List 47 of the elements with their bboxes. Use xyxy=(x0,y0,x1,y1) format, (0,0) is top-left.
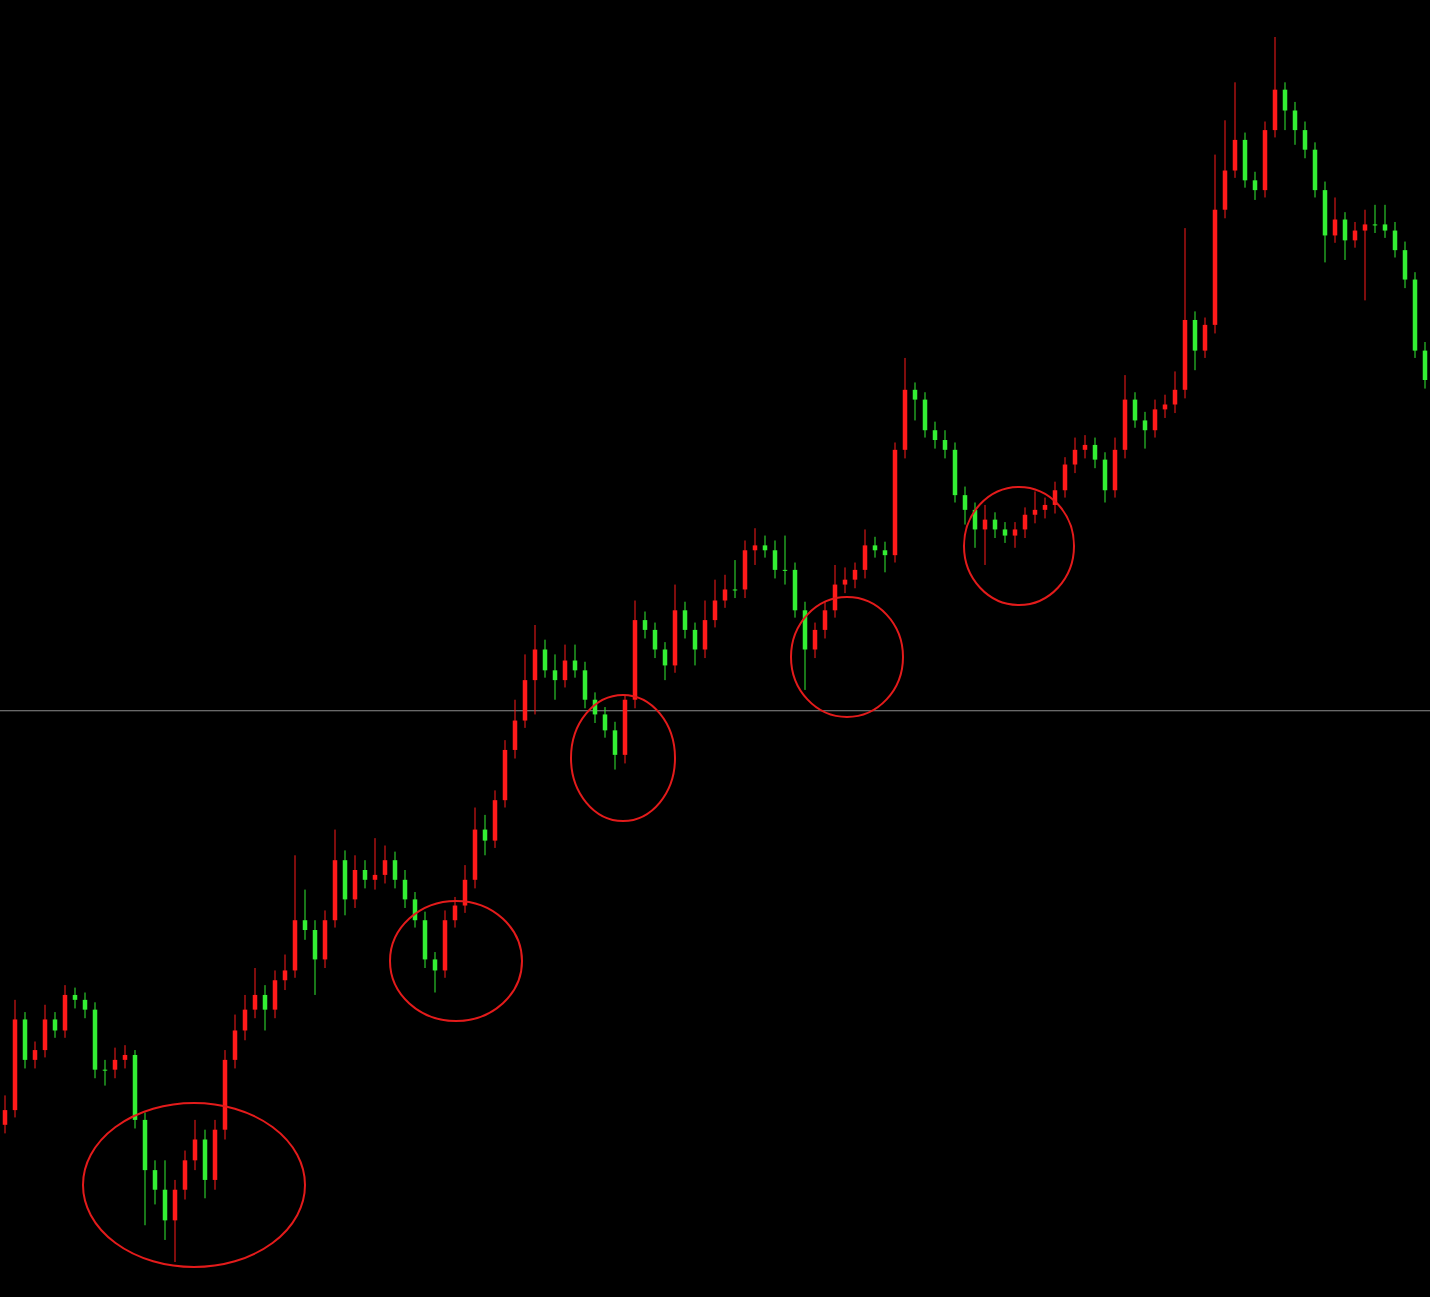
candlestick xyxy=(652,622,658,659)
candlestick xyxy=(262,984,268,1031)
candlestick xyxy=(122,1044,128,1069)
candlestick xyxy=(1382,204,1388,239)
candlestick xyxy=(962,486,968,526)
candlestick xyxy=(812,622,818,659)
candlestick xyxy=(882,541,888,573)
candlestick xyxy=(1032,490,1038,524)
candlestick xyxy=(872,536,878,559)
candlestick xyxy=(302,889,308,941)
candlestick xyxy=(32,1041,38,1069)
candlestick xyxy=(552,653,558,701)
candlestick xyxy=(692,622,698,666)
candlestick xyxy=(392,851,398,889)
candlestick xyxy=(362,859,368,889)
candlestick xyxy=(1012,521,1018,549)
candlestick xyxy=(252,967,258,1019)
candlestick xyxy=(912,381,918,421)
candlestick xyxy=(1302,121,1308,159)
candlestick xyxy=(642,611,648,639)
candlestick xyxy=(72,987,78,1009)
candlestick xyxy=(112,1047,118,1079)
candlestick xyxy=(752,527,758,566)
candlestick xyxy=(1252,171,1258,201)
candlestick xyxy=(1362,209,1368,301)
candlestick xyxy=(822,601,828,639)
candlestick xyxy=(2,1094,8,1134)
candlestick xyxy=(372,837,378,891)
candlestick xyxy=(1172,370,1178,414)
candlestick xyxy=(842,566,848,594)
candlestick xyxy=(1002,521,1008,544)
candlestick xyxy=(852,562,858,589)
candlestick xyxy=(722,574,728,609)
candlestick xyxy=(1072,437,1078,474)
candlestick xyxy=(1042,497,1048,519)
candlestick xyxy=(382,845,388,884)
candlestick xyxy=(942,429,948,459)
candlestick xyxy=(1082,434,1088,459)
candlestick xyxy=(1142,411,1148,450)
candlestick xyxy=(932,421,938,450)
candlestick xyxy=(772,539,778,579)
candlestick xyxy=(282,954,288,991)
candlestick xyxy=(82,992,88,1019)
candlestick xyxy=(682,601,688,639)
candlestick xyxy=(762,535,768,559)
candlestick xyxy=(152,1159,158,1205)
candlestick xyxy=(1092,437,1098,469)
